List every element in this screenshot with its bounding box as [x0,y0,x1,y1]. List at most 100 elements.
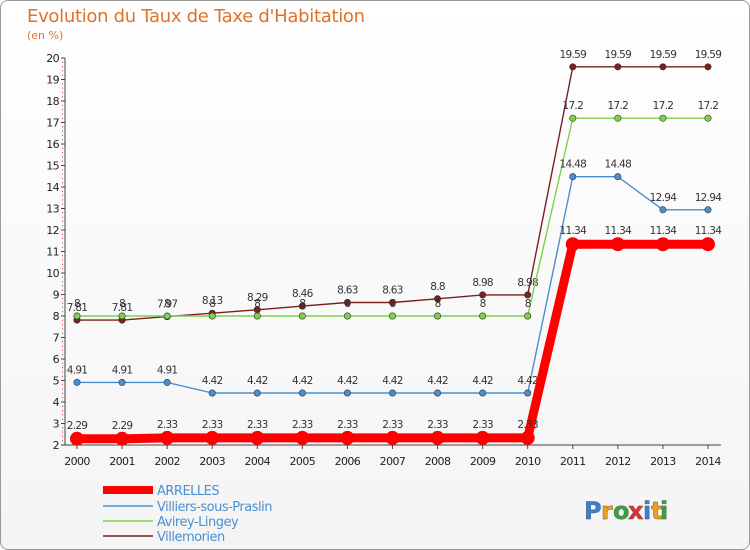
legend-label: ARRELLES [157,484,219,499]
data-point [343,312,351,320]
legend-label: Villiers-sous-Praslin [157,500,272,515]
data-point [614,173,622,181]
data-point [524,291,532,299]
data-label: 8 [119,298,125,310]
data-label: 12.94 [695,192,723,204]
data-point [704,206,712,214]
data-point [569,63,577,71]
data-point [659,206,667,214]
x-tick-label: 2004 [244,455,270,468]
x-tick-label: 2013 [650,455,676,468]
data-point [163,312,171,320]
y-tick-label: 19 [46,74,59,87]
data-label: 4.42 [202,375,223,387]
data-label: 4.42 [292,375,313,387]
data-label: 4.91 [157,364,178,376]
data-point [205,430,220,445]
data-point [524,312,532,320]
data-point [704,114,712,122]
y-tick-label: 3 [53,418,60,431]
data-label: 19.59 [695,49,722,61]
data-label: 14.48 [605,159,632,171]
data-label: 4.91 [112,364,133,376]
data-point [479,389,487,397]
data-point [73,312,81,320]
logo-letter: P [584,497,602,525]
data-label: 11.34 [650,225,678,237]
data-point [479,312,487,320]
data-point [610,237,625,252]
data-label: 2.33 [517,419,538,431]
y-tick-label: 6 [53,353,60,366]
data-label: 8 [389,298,395,310]
y-tick-label: 4 [53,396,60,409]
y-tick-label: 5 [53,375,60,388]
x-tick-label: 2002 [154,455,180,468]
data-point [388,298,396,306]
data-label: 4.42 [517,375,538,387]
legend-label: Villemorien [157,530,225,545]
y-tick-label: 10 [46,267,59,280]
series-arrelles: 2.29 2.29 2.33 2.33 2.33 2.33 2.33 2.33 2.33 2.33… [67,225,723,446]
data-label: 2.33 [382,419,403,431]
data-label: 19.59 [559,49,586,61]
data-point [298,302,306,310]
data-point [253,312,261,320]
data-point [524,389,532,397]
data-label: 8.13 [202,295,223,307]
data-label: 2.33 [337,419,358,431]
data-label: 8 [525,298,531,310]
x-tick-label: 2008 [425,455,451,468]
data-point [343,389,351,397]
data-label: 2.33 [247,419,268,431]
logo-letter: i [660,497,668,525]
chart-axes: 2 3 4 5 6 7 8 9 10 11 12 13 14 15 16 17 18 19 20 2000 2001 20… [46,52,722,468]
data-label: 4.91 [67,364,88,376]
y-tick-label: 13 [46,203,59,216]
data-label: 17.2 [608,100,629,112]
data-label: 11.34 [559,225,587,237]
x-tick-label: 2001 [109,455,135,468]
x-tick-label: 2005 [290,455,316,468]
data-point [569,114,577,122]
data-point [479,291,487,299]
data-label: 12.94 [650,192,678,204]
y-tick-label: 14 [46,181,59,194]
chart-title: Evolution du Taux de Taxe d'Habitation [27,6,365,27]
data-point [434,312,442,320]
data-label: 8 [344,298,350,310]
y-tick-label: 11 [46,246,59,259]
series-layer: 7.81 7.81 7.97 8.13 8.29 8.46 8.63 8.63 8.8 8.98 8… [67,49,723,446]
data-point [704,63,712,71]
data-label: 2.33 [157,419,178,431]
data-point [160,430,175,445]
data-label: 2.29 [67,420,88,432]
chart-unit-label: (en %) [27,29,64,42]
legend-item: Avirey-Lingey [103,515,239,530]
data-point [569,173,577,181]
data-label: 8.98 [472,277,493,289]
data-label: 7.81 [112,302,133,314]
data-label: 8 [480,298,486,310]
data-point [659,114,667,122]
data-point [388,389,396,397]
y-tick-label: 12 [46,224,59,237]
data-point [520,430,535,445]
y-tick-label: 17 [46,117,59,130]
x-tick-label: 2007 [380,455,406,468]
data-point [163,378,171,386]
data-point [659,63,667,71]
data-point [434,389,442,397]
data-label: 8 [74,298,80,310]
data-point [250,430,265,445]
series-avirey-lingey: 8 8 8 8 8 8 8 8 8 8 8 17.2 17.2 17.2 17.2 [73,100,719,320]
chart-legend: ARRELLESVilliers-sous-PraslinAvirey-Ling… [103,484,273,545]
data-label: 4.42 [247,375,268,387]
data-point [430,430,445,445]
data-label: 4.42 [427,375,448,387]
y-tick-label: 2 [53,439,59,452]
x-tick-label: 2012 [605,455,631,468]
data-label: 19.59 [605,49,632,61]
x-tick-label: 2003 [199,455,225,468]
